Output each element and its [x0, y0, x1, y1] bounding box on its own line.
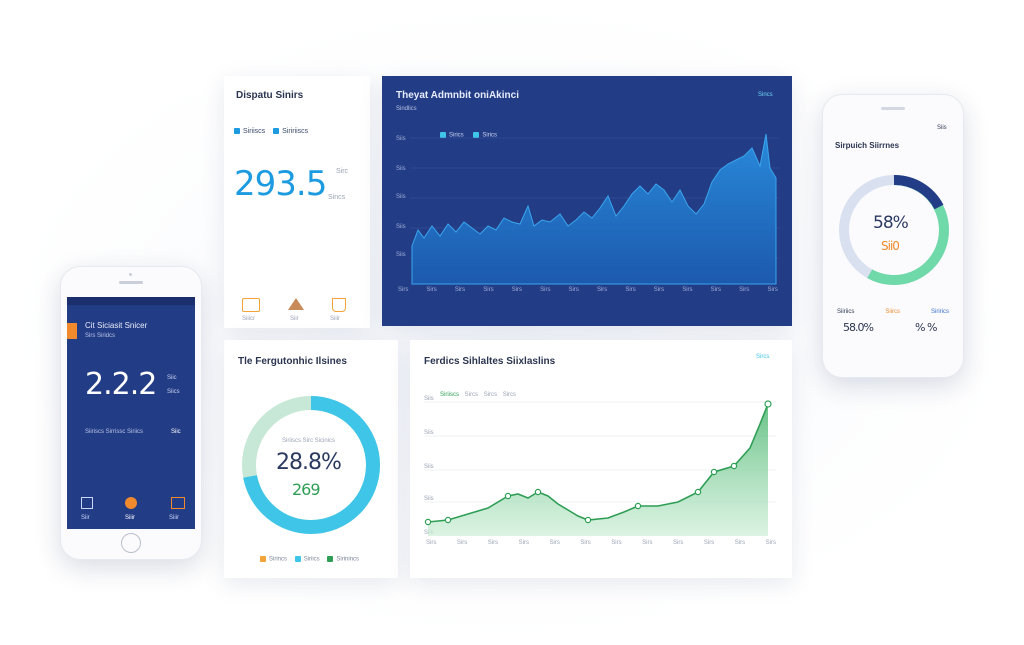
home-button[interactable] [121, 533, 141, 553]
phone-camera-dot [129, 273, 132, 276]
right-gauge-sub: Sii0 [881, 239, 900, 253]
icon-label: Siiicr [242, 316, 255, 322]
phone-side-1: Siic [167, 375, 177, 381]
phone-title: Cit Siciasit Snicer [85, 321, 148, 330]
right-gauge-value: 58% [873, 213, 909, 233]
donut-legend: Sirincs Siriics Sirinincs [260, 556, 359, 563]
phone-screen: Cit Siciasit Snicer Sirs Siridcs 2.2.2 S… [67, 297, 195, 529]
y-axis-labels: Siis Siis Siis Siis Siis [396, 136, 406, 258]
donut-sub: 269 [292, 480, 321, 499]
phone-meta-right: Siic [171, 429, 181, 435]
legend-swatch-icon [327, 556, 334, 562]
phone-side-2: Siics [167, 389, 180, 395]
legend-swatch-icon [234, 128, 240, 135]
donut-value-arc [242, 396, 380, 534]
legend-swatch-icon [440, 132, 446, 138]
growth-x-axis: Sirs Sirs Sirs Sirs Sirs Sirs Sirs Sirs Sirs… [426, 540, 776, 546]
donut-value: 28.8% [276, 450, 342, 475]
legend-swatch-icon [294, 556, 301, 562]
area-chart-plot [410, 133, 780, 285]
gauge-accent-arc [893, 174, 944, 210]
status-text: Siis [937, 125, 947, 131]
stats-sub-1: Sirc [336, 168, 349, 175]
stats-legend: Siriiscs Siririiscs [234, 128, 308, 135]
area-series-fill [411, 133, 777, 285]
right-bottom-right: % % [915, 321, 937, 334]
right-bottom-left: 58.0% [843, 321, 874, 334]
donut-ring [242, 396, 380, 534]
growth-series-points [424, 400, 772, 526]
legend-swatch-icon [473, 132, 480, 138]
growth-series-fill [428, 404, 768, 536]
status-bar [67, 297, 195, 305]
donut-card: Tle Fergutonhic Ilsines Siriiscs Sirc Si… [224, 340, 398, 578]
right-phone-mockup: Siis Sirpuich Siirrnes 58% Sii0 Siiriics… [822, 94, 964, 378]
area-chart-legend: Sirics Sirics [440, 132, 497, 139]
phone-speaker [119, 281, 143, 284]
stats-value: 293.5 [234, 164, 327, 204]
stats-card-title: Dispatu Sinirs [236, 90, 304, 101]
icon-label: Siiir [330, 316, 340, 322]
bag-icon[interactable] [288, 298, 304, 310]
phone-value: 2.2.2 [85, 367, 157, 402]
growth-chart-link[interactable]: Sircs [756, 354, 770, 360]
legend-swatch-icon [260, 556, 266, 562]
stats-icon-row: Siiicr Siir Siiir [224, 298, 370, 326]
area-chart-link[interactable]: Sincs [758, 92, 773, 98]
card-icon[interactable] [242, 298, 260, 312]
donut-card-title: Tle Fergutonhic Ilsines [238, 356, 347, 367]
gridlines [424, 401, 776, 503]
phone-speaker [881, 107, 905, 110]
icon-label: Siir [290, 316, 299, 322]
growth-chart-title: Ferdics Sihlaltes Siixlaslins [424, 356, 556, 367]
x-axis-labels: Sirs Sirs Sirs Sirs Sirs Sirs Sirs Sirs Sirs… [398, 287, 778, 293]
growth-legend: Siriiscs Sircs Sircs Sircs [440, 392, 517, 398]
wallet-icon[interactable] [171, 497, 185, 509]
orange-flag-icon [67, 323, 77, 339]
left-phone-mockup: Cit Siciasit Snicer Sirs Siridcs 2.2.2 S… [60, 266, 202, 560]
growth-chart-card: Ferdics Sihlaltes Siixlaslins Sircs Siri… [410, 340, 792, 578]
stats-card: Dispatu Sinirs Siriiscs Siririiscs 293.5… [224, 76, 370, 328]
phone-subtitle: Sirs Siridcs [85, 333, 116, 339]
growth-series-line [427, 403, 769, 523]
home-icon[interactable] [81, 497, 93, 509]
area-chart-subtitle: Sindlics [396, 106, 417, 112]
coin-icon[interactable] [125, 497, 137, 509]
growth-chart-plot [424, 400, 776, 536]
area-chart-card: Theyat Admnbit oniAkinci Sindlics Sincs … [382, 76, 792, 326]
right-stats: Siiriics Siircs Sirirics [837, 309, 949, 315]
phone-meta: Siiriscs Sirrissc Siriics [85, 429, 143, 435]
right-phone-title: Sirpuich Siirrnes [835, 141, 900, 150]
phone-nav: Siir Siiir Siiir [67, 493, 195, 527]
right-gauge [839, 174, 949, 285]
donut-caption: Siriiscs Sirc Sicinics [282, 438, 336, 444]
area-chart-title: Theyat Admnbit oniAkinci [396, 90, 519, 101]
stats-sub-2: Sincs [328, 194, 346, 201]
cup-icon[interactable] [332, 298, 346, 312]
legend-swatch-icon [273, 128, 280, 135]
